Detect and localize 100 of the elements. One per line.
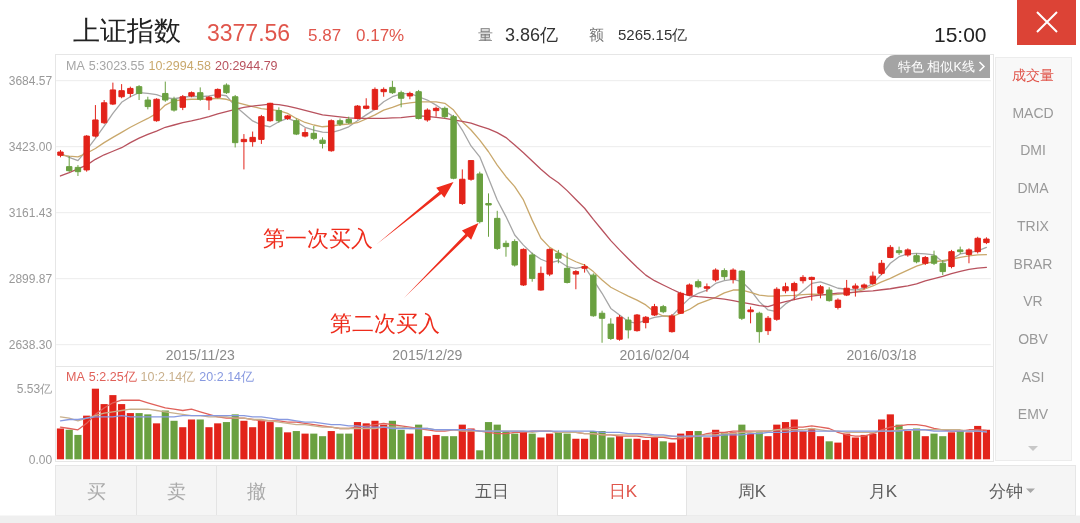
bar (746, 433, 755, 460)
candlestick (581, 263, 588, 274)
text: DMI (1020, 142, 1046, 159)
bar (292, 431, 300, 460)
x-tick-label: 2016/03/18 (846, 347, 917, 363)
candlestick (275, 106, 283, 124)
candlestick (703, 282, 711, 293)
bar (284, 432, 292, 460)
bar (904, 431, 912, 460)
text: 五日 (475, 482, 509, 501)
candlestick (668, 313, 676, 334)
candlestick (467, 159, 475, 182)
candlestick (127, 86, 134, 98)
candlestick (660, 304, 667, 314)
candlestick (712, 267, 719, 283)
candlestick (162, 81, 169, 103)
bar (572, 438, 580, 460)
candlestick (118, 83, 125, 99)
candlestick (633, 313, 641, 333)
bar (912, 428, 921, 460)
annotation: 第一次买入 (263, 226, 373, 251)
candlestick (572, 269, 580, 290)
candlestick (948, 249, 955, 269)
candlestick (598, 310, 606, 344)
candlestick (642, 315, 649, 329)
bar (196, 419, 204, 460)
bar (685, 431, 694, 460)
candlestick (563, 252, 571, 284)
candlestick (450, 114, 457, 180)
bar (397, 429, 405, 460)
bar (91, 388, 99, 460)
bar (921, 436, 929, 460)
text: 额 (589, 26, 604, 43)
x-tick-label: 2015/11/23 (165, 347, 235, 363)
candlestick (887, 244, 894, 259)
y-tick-label: 3423.00 (8, 140, 53, 154)
candlestick (231, 94, 239, 148)
text: 分钟 (989, 482, 1023, 501)
bar (266, 422, 274, 460)
candlestick (188, 90, 195, 98)
candlestick (808, 276, 815, 302)
text: MACD (1012, 104, 1054, 121)
text: 10:2994.58 (148, 59, 212, 73)
text: 月K (868, 482, 898, 501)
candlestick (773, 286, 780, 322)
annotation: 第二次买入 (330, 311, 440, 336)
bar (301, 433, 309, 460)
text: EMV (1017, 406, 1049, 423)
bar (275, 427, 283, 460)
candlestick (721, 267, 728, 281)
candlestick (223, 82, 230, 95)
bar (126, 413, 134, 460)
candlestick (756, 311, 763, 344)
bar (449, 436, 458, 460)
text: 10:2.14亿 (140, 370, 196, 384)
candlestick (895, 246, 903, 256)
bar (615, 436, 624, 460)
candlestick (100, 99, 108, 125)
bar (406, 433, 414, 460)
bar (476, 450, 484, 460)
candlestick (153, 97, 160, 123)
text: ASI (1021, 368, 1045, 385)
candlestick (502, 240, 510, 258)
text: 卖 (166, 481, 186, 502)
text: 15:00 (934, 23, 987, 46)
candlestick (179, 94, 186, 111)
text: 3377.56 (207, 20, 291, 46)
candlestick (57, 149, 64, 158)
candlestick (476, 171, 483, 224)
candlestick (860, 282, 868, 290)
candlestick (354, 104, 361, 120)
candlestick (380, 86, 387, 98)
candlestick (459, 168, 466, 206)
text: 成交量 (1012, 67, 1054, 83)
bar (581, 438, 589, 460)
candlestick (738, 269, 746, 321)
bar (878, 419, 886, 460)
text: 3.86亿 (505, 25, 559, 45)
bar (886, 414, 894, 460)
text: 量 (478, 26, 493, 43)
series-label: 5:2.25亿 (88, 370, 137, 384)
bar (432, 434, 440, 460)
candlestick (555, 249, 562, 264)
candlestick (878, 259, 885, 276)
candlestick (913, 252, 920, 264)
bar (318, 436, 327, 460)
legend-title: MA (66, 59, 86, 73)
candlestick (817, 284, 824, 299)
bar (231, 414, 239, 460)
candlestick (834, 297, 842, 310)
candlestick (764, 315, 772, 336)
candlestick (616, 314, 623, 342)
text: DMA (1017, 180, 1050, 197)
candlestick (520, 247, 527, 287)
candlestick (843, 279, 850, 297)
candlestick (424, 107, 431, 123)
candlestick (214, 87, 221, 99)
candlestick (922, 255, 929, 266)
candlestick (825, 286, 833, 303)
candlestick (686, 282, 693, 297)
